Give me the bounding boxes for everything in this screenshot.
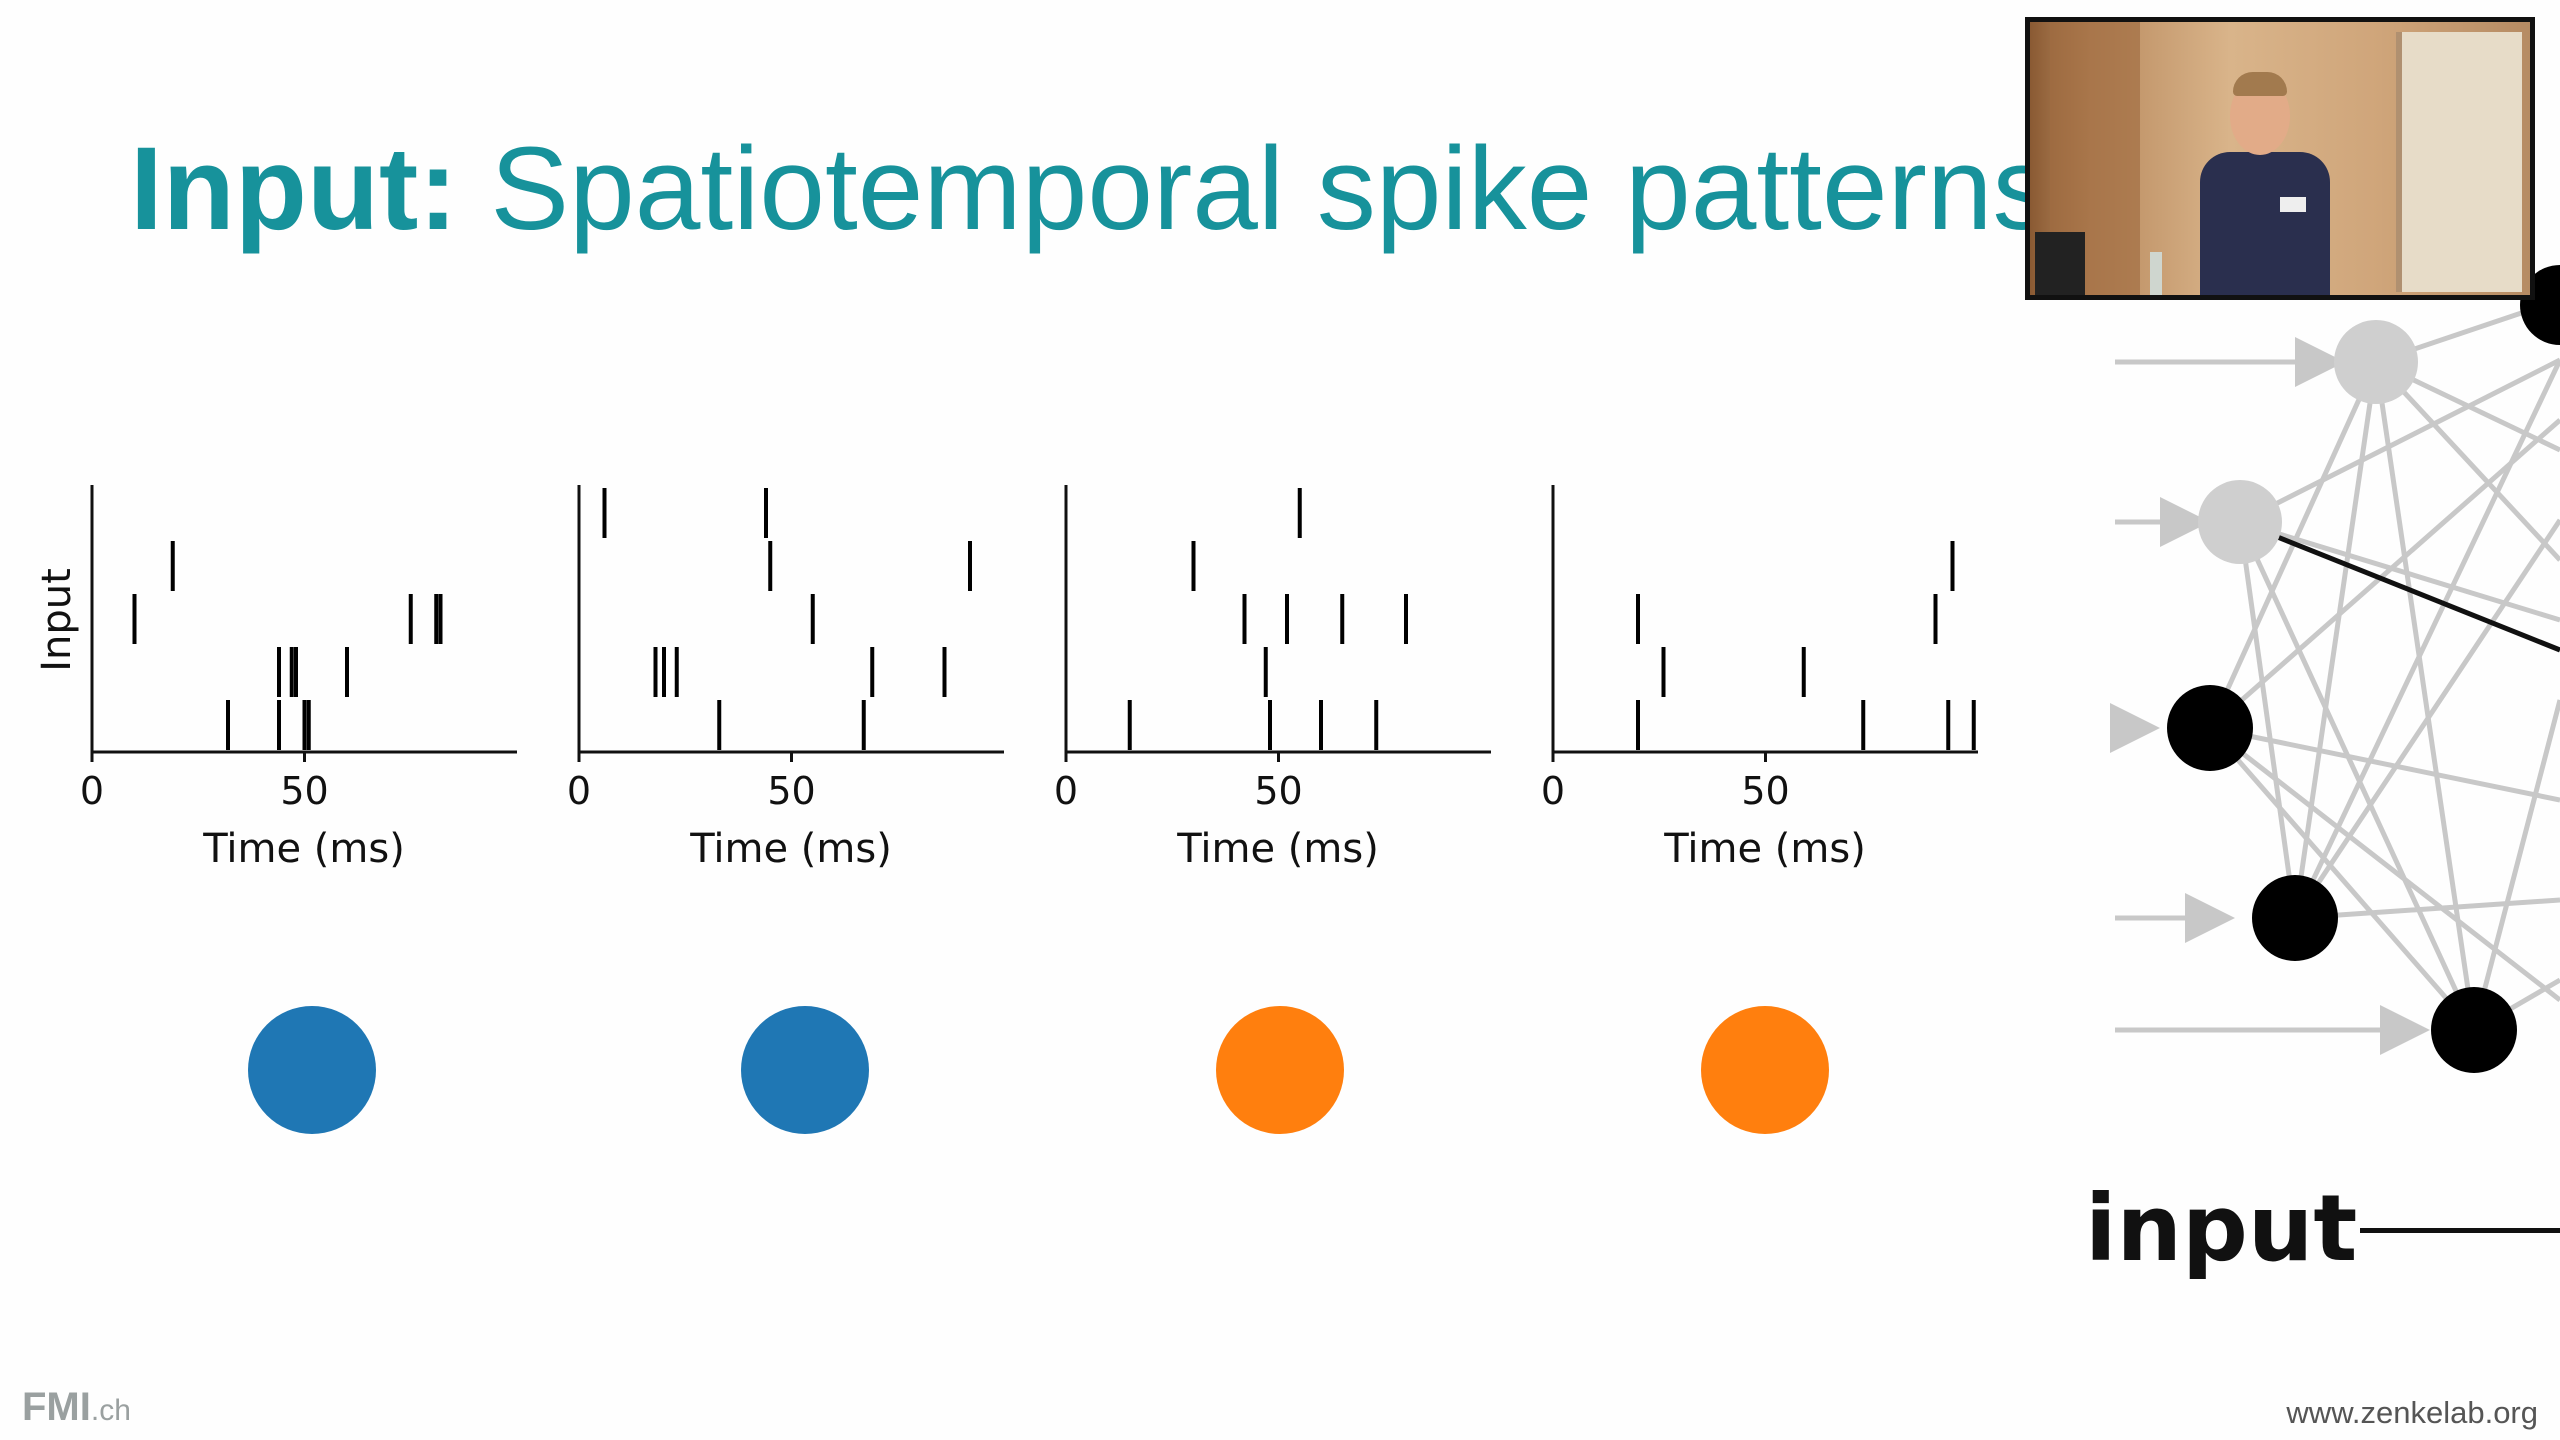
x-tick-label: 50 bbox=[1254, 769, 1302, 813]
highlighted-edge bbox=[2239, 519, 2560, 653]
video-window bbox=[2396, 32, 2522, 292]
class-dot-4 bbox=[1701, 1006, 1829, 1134]
network-input-label: input bbox=[2085, 1175, 2358, 1282]
video-monitor bbox=[2035, 232, 2085, 295]
video-bottle bbox=[2150, 252, 2162, 295]
x-axis-label: Time (ms) bbox=[202, 826, 405, 872]
x-axis-label: Time (ms) bbox=[689, 826, 892, 872]
x-tick-label: 0 bbox=[80, 769, 104, 813]
class-dot-1 bbox=[248, 1006, 376, 1134]
class-dot-3 bbox=[1216, 1006, 1344, 1134]
x-tick-label: 50 bbox=[1741, 769, 1789, 813]
raster-plot-3: 0 50 Time (ms) bbox=[1054, 485, 1491, 872]
input-arrow bbox=[2360, 1228, 2560, 1233]
speaker-badge bbox=[2280, 197, 2306, 212]
raster-plot-4: 0 50 Time (ms) bbox=[1541, 485, 1978, 872]
fmi-logo: FMI.ch bbox=[22, 1385, 131, 1430]
x-tick-label: 50 bbox=[767, 769, 815, 813]
footer-url: www.zenkelab.org bbox=[2286, 1395, 2538, 1430]
raster-plot-2: 0 50 Time (ms) bbox=[567, 485, 1004, 872]
fmi-logo-text: FMI bbox=[22, 1385, 91, 1429]
x-tick-label: 0 bbox=[1054, 769, 1078, 813]
neuron-node bbox=[2167, 685, 2253, 771]
x-tick-label: 0 bbox=[1541, 769, 1565, 813]
title-rest: Spatiotemporal spike patterns bbox=[490, 123, 2052, 255]
neuron-node bbox=[2252, 875, 2338, 961]
x-axis-label: Time (ms) bbox=[1176, 826, 1379, 872]
raster-plot-1: 0 50 Time (ms) Input bbox=[34, 485, 517, 872]
title-bold: Input: bbox=[130, 123, 458, 255]
class-dot-2 bbox=[741, 1006, 869, 1134]
neuron-node bbox=[2334, 320, 2418, 404]
fmi-logo-suffix: .ch bbox=[90, 1394, 131, 1427]
x-axis-label: Time (ms) bbox=[1663, 826, 1866, 872]
speaker-hair bbox=[2233, 72, 2287, 96]
y-axis-label: Input bbox=[34, 568, 80, 672]
neuron-node bbox=[2198, 480, 2282, 564]
speaker-torso bbox=[2200, 152, 2330, 295]
x-tick-label: 50 bbox=[280, 769, 328, 813]
slide-title: Input: Spatiotemporal spike patterns bbox=[130, 130, 2052, 248]
neuron-node bbox=[2431, 987, 2517, 1073]
x-tick-label: 0 bbox=[567, 769, 591, 813]
speaker-video bbox=[2025, 17, 2535, 300]
